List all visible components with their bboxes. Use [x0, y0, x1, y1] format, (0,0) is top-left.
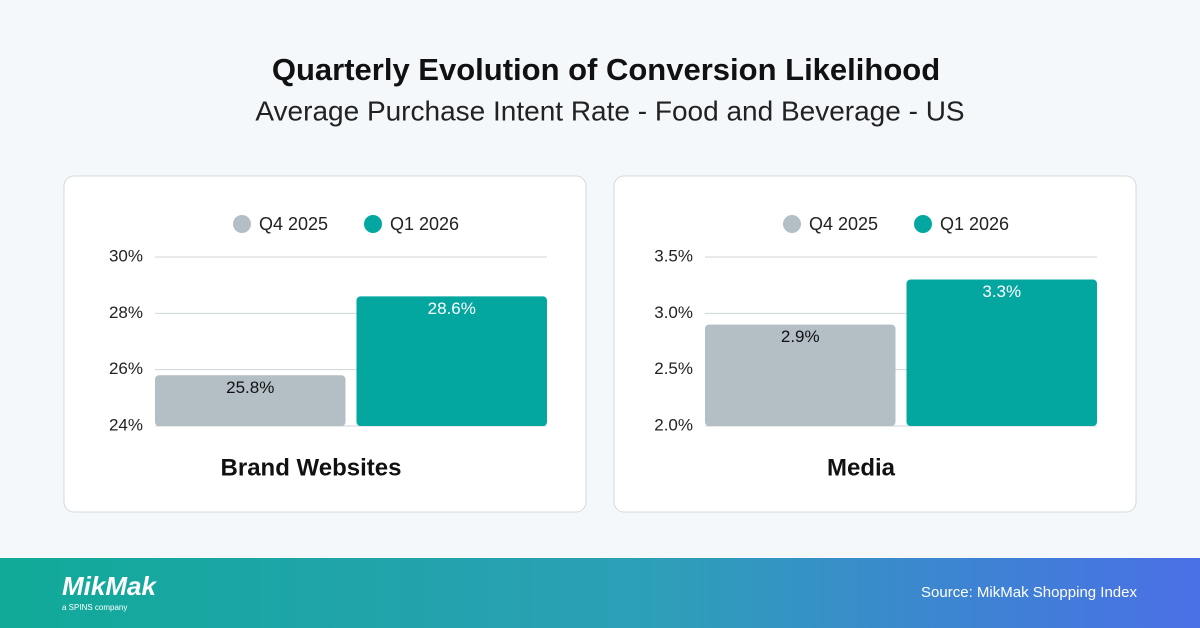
- y-tick-label: 2.0%: [654, 415, 693, 434]
- y-tick-label: 26%: [109, 359, 143, 378]
- value-label: 25.8%: [226, 378, 274, 397]
- footer-band: [0, 558, 1200, 628]
- legend-swatch: [914, 215, 932, 233]
- bar: [906, 279, 1097, 426]
- legend-label: Q1 2026: [940, 214, 1009, 234]
- bar: [155, 375, 346, 426]
- legend-label: Q4 2025: [809, 214, 878, 234]
- page-title: Quarterly Evolution of Conversion Likeli…: [272, 52, 940, 87]
- legend-swatch: [233, 215, 251, 233]
- value-label: 3.3%: [982, 282, 1021, 301]
- y-tick-label: 28%: [109, 303, 143, 322]
- legend-swatch: [783, 215, 801, 233]
- y-tick-label: 24%: [109, 415, 143, 434]
- bar: [705, 324, 896, 426]
- legend-label: Q4 2025: [259, 214, 328, 234]
- value-label: 28.6%: [428, 299, 476, 318]
- source-note: Source: MikMak Shopping Index: [921, 584, 1137, 601]
- y-tick-label: 30%: [109, 246, 143, 265]
- legend-label: Q1 2026: [390, 214, 459, 234]
- category-label: Brand Websites: [221, 454, 402, 481]
- brand-tagline: a SPINS company: [62, 603, 127, 612]
- y-tick-label: 3.5%: [654, 246, 693, 265]
- legend-swatch: [364, 215, 382, 233]
- page-subtitle: Average Purchase Intent Rate - Food and …: [255, 95, 964, 126]
- brand-logo: MikMak: [62, 571, 157, 601]
- y-tick-label: 3.0%: [654, 303, 693, 322]
- value-label: 2.9%: [781, 327, 820, 346]
- bar: [356, 296, 547, 426]
- y-tick-label: 2.5%: [654, 359, 693, 378]
- chart-panel: [63, 175, 587, 513]
- category-label: Media: [827, 454, 896, 481]
